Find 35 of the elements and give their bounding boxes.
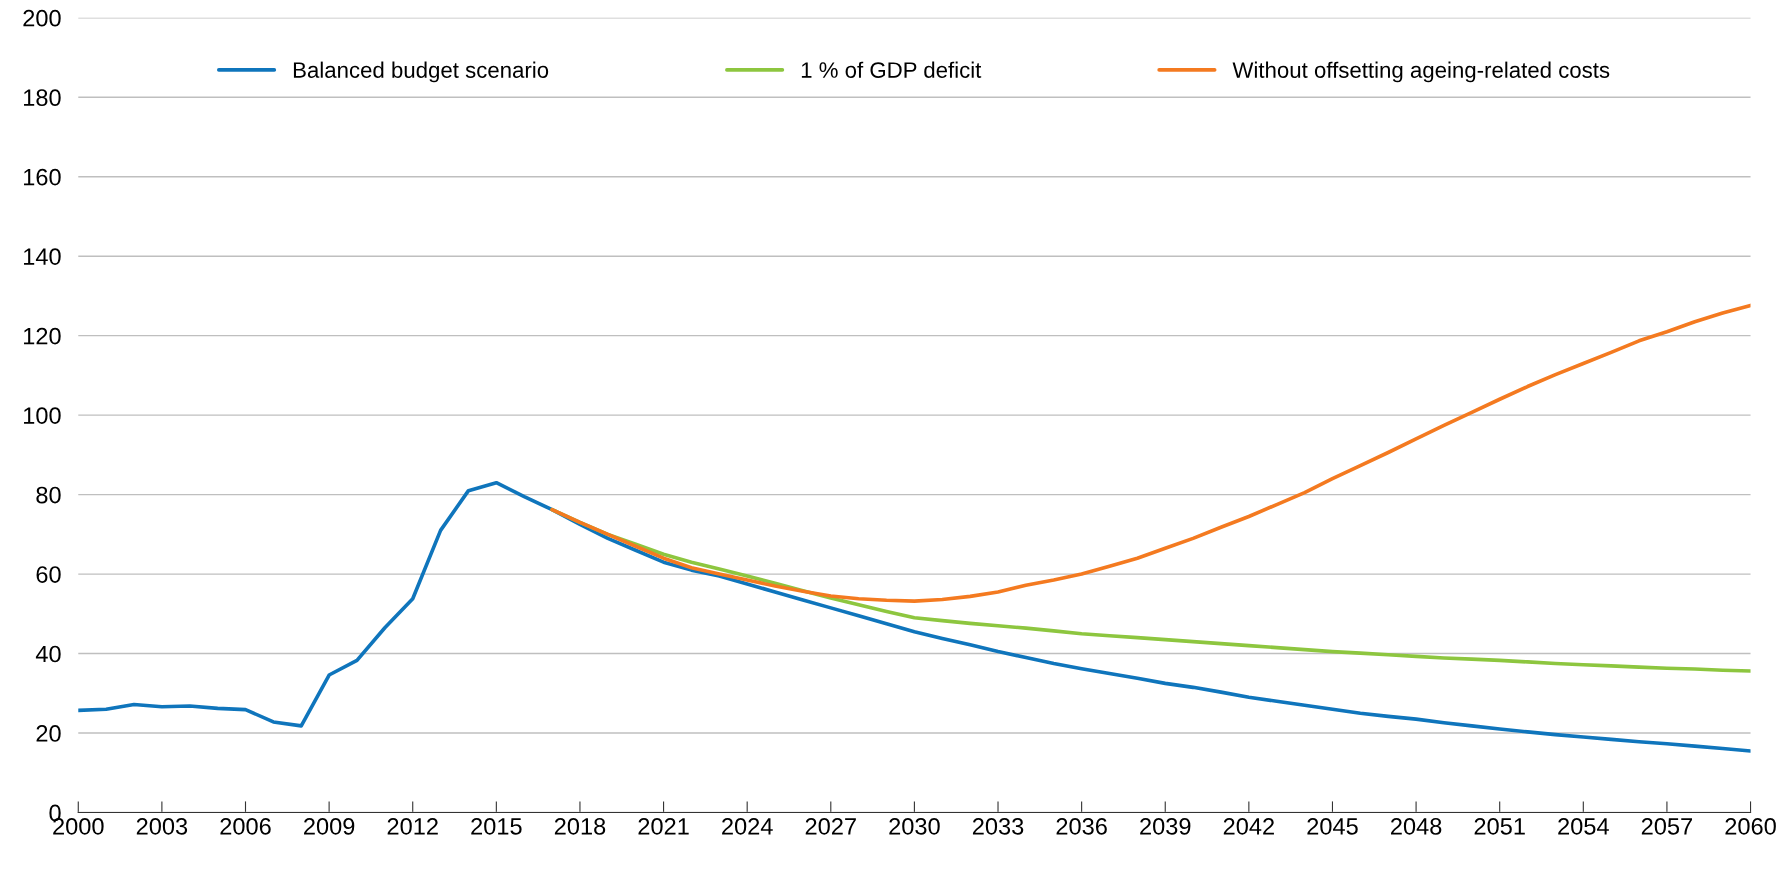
y-tick-label: 80: [36, 486, 61, 504]
x-tick-label: 2027: [805, 818, 856, 835]
x-tick-label: 2060: [1725, 818, 1776, 835]
x-tick-label: 2003: [136, 818, 188, 835]
x-tick-label: 2057: [1641, 818, 1692, 835]
x-tick-label: 2024: [722, 818, 773, 835]
x-tick-label: 2021: [638, 818, 689, 835]
y-tick-label: 100: [24, 407, 61, 424]
legend-label: Without offsetting ageing-related costs: [1232, 61, 1610, 83]
x-tick-label: 2036: [1056, 818, 1107, 835]
legend-label: 1 % of GDP deficit: [801, 61, 982, 78]
y-tick-label: 160: [24, 168, 61, 186]
line-series: [550, 303, 1751, 603]
y-tick-label: 120: [24, 327, 61, 345]
x-tick-label: 2012: [387, 818, 438, 835]
x-tick-label: 2045: [1307, 818, 1358, 835]
legend-label: Balanced budget scenario: [293, 61, 549, 83]
x-tick-label: 2054: [1558, 818, 1609, 835]
x-tick-label: 2048: [1391, 818, 1442, 835]
x-tick-label: 2033: [972, 818, 1024, 835]
x-tick-label: 2051: [1474, 818, 1525, 835]
y-tick-label: 200: [23, 9, 61, 27]
y-tick-label: 40: [35, 645, 61, 663]
x-tick-label: 2015: [471, 818, 522, 835]
x-tick-label: 2018: [554, 818, 606, 835]
y-tick-label: 60: [36, 566, 61, 583]
line-series: [78, 480, 1751, 753]
x-tick-label: 2042: [1223, 818, 1274, 835]
x-tick-label: 2009: [304, 818, 355, 835]
x-tick-label: 2030: [889, 818, 940, 835]
y-tick-label: 180: [24, 89, 61, 107]
x-tick-label: 2006: [220, 818, 271, 835]
y-tick-label: 140: [24, 248, 61, 265]
y-tick-label: 20: [36, 725, 61, 742]
x-tick-label: 2039: [1140, 818, 1191, 835]
